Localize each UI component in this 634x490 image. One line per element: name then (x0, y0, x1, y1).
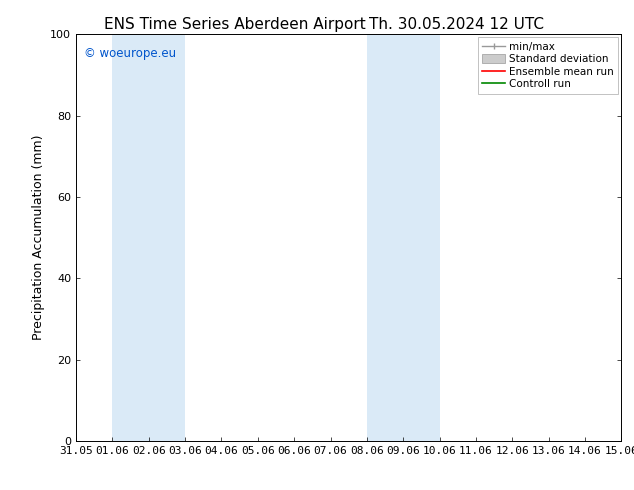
Y-axis label: Precipitation Accumulation (mm): Precipitation Accumulation (mm) (32, 135, 44, 341)
Text: Th. 30.05.2024 12 UTC: Th. 30.05.2024 12 UTC (369, 17, 544, 32)
Text: © woeurope.eu: © woeurope.eu (84, 47, 176, 59)
Bar (112, 34, 185, 441)
Bar (367, 34, 439, 441)
Bar (621, 34, 634, 441)
Text: ENS Time Series Aberdeen Airport: ENS Time Series Aberdeen Airport (104, 17, 365, 32)
Legend: min/max, Standard deviation, Ensemble mean run, Controll run: min/max, Standard deviation, Ensemble me… (478, 37, 618, 94)
